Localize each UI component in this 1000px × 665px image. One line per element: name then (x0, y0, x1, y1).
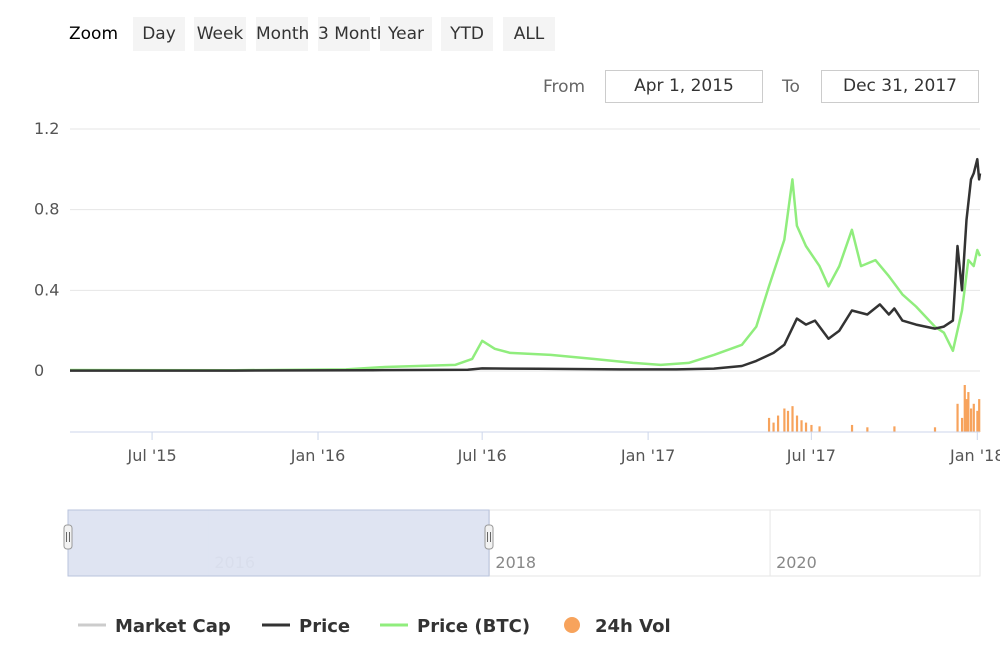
volume-bar (772, 422, 775, 432)
volume-bar (893, 426, 896, 432)
volume-bar (972, 403, 975, 432)
y-tick-label: 0.4 (34, 280, 59, 299)
zoom-day-button[interactable]: Day (133, 17, 185, 51)
legend-label: 24h Vol (595, 616, 671, 637)
navigator: 201620182020 (63, 509, 981, 577)
volume-bar (976, 410, 979, 432)
legend-label: Market Cap (115, 616, 231, 637)
y-tick-label: 0 (34, 361, 44, 380)
price-chart: 1.20.80.40 Jul '15 Jan '16 Jul '16 Jan '17 J… (34, 119, 1000, 637)
volume-bar (866, 427, 869, 432)
volume-bar (767, 417, 771, 432)
y-tick-label: 0.8 (34, 200, 59, 219)
x-tick-label: Jan '17 (620, 446, 676, 465)
price-btc-line (69, 178, 982, 372)
volume-bars (767, 385, 981, 432)
legend-item-price-btc[interactable]: Price (BTC) (380, 616, 530, 637)
x-tick-label: Jul '17 (786, 446, 836, 465)
legend-label: Price (BTC) (417, 616, 530, 637)
navigator-left-handle[interactable] (63, 524, 73, 550)
volume-bar (776, 415, 780, 432)
navigator-selection[interactable] (67, 509, 490, 577)
x-tick-label: Jul '16 (457, 446, 507, 465)
x-tick-label: Jul '15 (126, 446, 176, 465)
zoom-year-button[interactable]: Year (380, 17, 432, 51)
zoom-ytd-button[interactable]: YTD (441, 17, 493, 51)
range-selector: Zoom Day Week Month 3 Month Year YTD ALL (0, 0, 1000, 60)
legend-item-price[interactable]: Price (262, 616, 350, 637)
volume-bar (969, 408, 973, 432)
volume-bar (850, 424, 854, 432)
from-date-input[interactable]: Apr 1, 2015 (605, 70, 763, 103)
navigator-tick-label: 2020 (776, 553, 817, 572)
y-axis-labels: 1.2 0.8 0.4 0 (34, 119, 59, 380)
volume-bar (956, 403, 959, 432)
volume-bar (786, 410, 790, 432)
to-label: To (782, 77, 800, 97)
legend-item-market-cap[interactable]: Market Cap (78, 616, 231, 637)
volume-bar (795, 415, 799, 432)
volume-bar (800, 420, 803, 432)
volume-bar (965, 399, 968, 432)
zoom-3-month-button[interactable]: 3 Month (318, 17, 388, 51)
x-tick-label: Jan '16 (290, 446, 346, 465)
navigator-right-handle[interactable] (484, 524, 494, 550)
from-label: From (543, 77, 586, 97)
legend-symbol (564, 617, 580, 633)
volume-bar (791, 406, 794, 432)
volume-bar (963, 385, 966, 432)
volume-bar (804, 422, 808, 432)
legend-item-24h-vol[interactable]: 24h Vol (564, 616, 671, 637)
zoom-label: Zoom (69, 24, 119, 44)
legend-label: Price (299, 616, 350, 637)
grid-lines (70, 128, 980, 372)
navigator-tick-label: 2018 (495, 553, 536, 572)
volume-bar (933, 427, 937, 432)
y-tick-label: 1.2 (34, 119, 59, 138)
zoom-all-button[interactable]: ALL (503, 17, 555, 51)
price-line (70, 157, 982, 372)
volume-bar (960, 417, 964, 432)
zoom-week-button[interactable]: Week (194, 17, 246, 51)
volume-bar (810, 424, 813, 432)
legend: Market Cap Price Price (BTC) 24h Vol (78, 616, 671, 637)
volume-bar (967, 392, 970, 432)
zoom-month-button[interactable]: Month (256, 17, 309, 51)
volume-bar (783, 408, 786, 432)
volume-bar (818, 426, 821, 432)
volume-bar (978, 399, 981, 432)
x-tick-label: Jan '18 (949, 446, 1000, 465)
x-axis: Jul '15 Jan '16 Jul '16 Jan '17 Jul '17 Jan '… (70, 431, 1000, 465)
to-date-input[interactable]: Dec 31, 2017 (821, 70, 979, 103)
series-lines (69, 157, 982, 372)
